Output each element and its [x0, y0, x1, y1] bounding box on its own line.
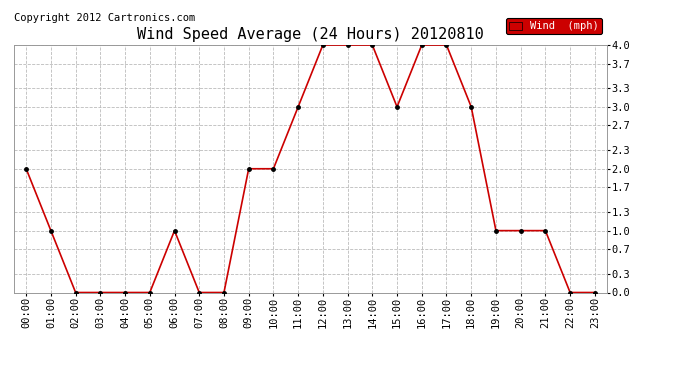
Title: Wind Speed Average (24 Hours) 20120810: Wind Speed Average (24 Hours) 20120810	[137, 27, 484, 42]
Legend: Wind  (mph): Wind (mph)	[506, 18, 602, 34]
Text: Copyright 2012 Cartronics.com: Copyright 2012 Cartronics.com	[14, 13, 195, 23]
